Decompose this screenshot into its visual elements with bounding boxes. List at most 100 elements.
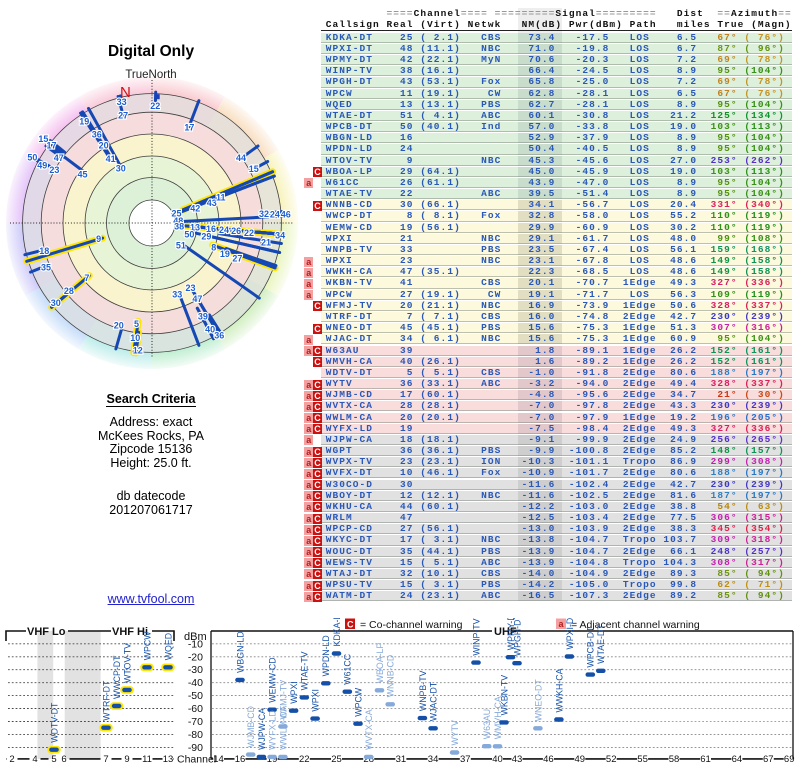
svg-text:WNNB-CD: WNNB-CD — [386, 655, 396, 698]
svg-text:27: 27 — [232, 253, 242, 263]
svg-text:47: 47 — [54, 153, 64, 163]
svg-text:38: 38 — [174, 221, 184, 231]
svg-text:31: 31 — [396, 754, 407, 765]
svg-text:VHF Lo: VHF Lo — [27, 626, 66, 638]
svg-text:55: 55 — [637, 754, 648, 765]
svg-text:51: 51 — [176, 241, 186, 251]
svg-text:15: 15 — [38, 134, 48, 144]
svg-text:40: 40 — [492, 754, 503, 765]
svg-text:64: 64 — [732, 754, 743, 765]
svg-text:20: 20 — [99, 141, 109, 151]
svg-text:22: 22 — [244, 228, 254, 238]
svg-text:7: 7 — [103, 754, 108, 765]
svg-text:17: 17 — [46, 140, 56, 150]
svg-text:28: 28 — [363, 754, 374, 765]
svg-text:23: 23 — [185, 283, 195, 293]
svg-text:39: 39 — [198, 312, 208, 322]
svg-text:14: 14 — [213, 754, 224, 765]
svg-text:25: 25 — [331, 754, 342, 765]
svg-text:-80: -80 — [188, 729, 203, 741]
svg-text:43: 43 — [512, 754, 523, 765]
svg-text:20: 20 — [114, 321, 124, 331]
svg-text:WPDN-LD: WPDN-LD — [321, 635, 331, 676]
svg-text:35: 35 — [41, 262, 51, 272]
svg-text:25: 25 — [171, 209, 181, 219]
svg-text:23: 23 — [49, 165, 59, 175]
svg-text:a: a — [559, 619, 565, 629]
svg-text:WVTX-CA: WVTX-CA — [364, 709, 374, 750]
svg-text:WWLM-CA: WWLM-CA — [278, 706, 288, 750]
svg-text:WDTV-DT: WDTV-DT — [49, 702, 59, 743]
svg-text:7: 7 — [84, 273, 89, 283]
svg-text:C: C — [347, 620, 354, 630]
svg-text:19: 19 — [267, 754, 278, 765]
svg-text:22: 22 — [150, 101, 160, 111]
svg-text:WBOA-LP: WBOA-LP — [375, 643, 385, 684]
svg-text:Channel: Channel — [177, 754, 216, 766]
svg-text:-10: -10 — [188, 638, 203, 650]
svg-text:WTAE-DT: WTAE-DT — [596, 624, 606, 664]
svg-text:WQED: WQED — [163, 633, 173, 660]
svg-text:2: 2 — [9, 754, 14, 765]
svg-text:61: 61 — [700, 754, 711, 765]
svg-text:16: 16 — [206, 224, 216, 234]
svg-text:49: 49 — [575, 754, 586, 765]
svg-text:44: 44 — [236, 153, 246, 163]
svg-text:WJPW-CA: WJPW-CA — [257, 708, 267, 750]
svg-text:9: 9 — [124, 754, 129, 765]
svg-text:48: 48 — [173, 216, 183, 226]
svg-text:30: 30 — [51, 298, 61, 308]
svg-text:17: 17 — [184, 123, 194, 133]
svg-text:UHF: UHF — [494, 626, 517, 638]
svg-text:= Co-channel warning: = Co-channel warning — [360, 619, 463, 631]
svg-text:WPXI-DT: WPXI-DT — [565, 618, 575, 650]
svg-text:WPCW: WPCW — [353, 687, 363, 717]
svg-text:VHF Hi: VHF Hi — [112, 626, 148, 638]
svg-text:19: 19 — [79, 117, 89, 127]
svg-text:18: 18 — [39, 246, 49, 256]
svg-text:WMVH-CA: WMVH-CA — [493, 696, 503, 739]
svg-text:WYTV: WYTV — [450, 720, 460, 746]
svg-text:WINP-TV: WINP-TV — [471, 618, 481, 655]
svg-text:42: 42 — [190, 203, 200, 213]
svg-text:69: 69 — [784, 754, 795, 765]
svg-text:40: 40 — [205, 324, 215, 334]
svg-text:22: 22 — [299, 754, 310, 765]
svg-text:WBGN-LD: WBGN-LD — [235, 631, 245, 673]
svg-text:11: 11 — [216, 193, 226, 203]
svg-text:27: 27 — [118, 111, 128, 121]
svg-text:36: 36 — [92, 130, 102, 140]
svg-text:WPXI: WPXI — [311, 689, 321, 711]
svg-text:-40: -40 — [188, 677, 203, 689]
svg-text:dBm: dBm — [184, 631, 207, 643]
svg-text:WTAE-TV: WTAE-TV — [300, 651, 310, 690]
svg-text:10: 10 — [130, 333, 140, 343]
svg-text:WWCP-DT: WWCP-DT — [112, 655, 122, 699]
svg-text:6: 6 — [61, 754, 66, 765]
svg-text:-20: -20 — [188, 651, 203, 663]
svg-text:28: 28 — [64, 286, 74, 296]
svg-text:11: 11 — [142, 754, 152, 765]
svg-text:46: 46 — [281, 209, 291, 219]
svg-text:49: 49 — [37, 160, 47, 170]
svg-text:W61CC: W61CC — [343, 653, 353, 684]
svg-text:12: 12 — [133, 346, 143, 356]
svg-text:WTRF-DT: WTRF-DT — [101, 680, 111, 721]
svg-text:13: 13 — [163, 754, 174, 765]
svg-text:16: 16 — [235, 754, 246, 765]
svg-text:W63AU: W63AU — [482, 709, 492, 739]
svg-text:WEMW-CD: WEMW-CD — [268, 657, 278, 702]
svg-text:WPXI: WPXI — [289, 681, 299, 703]
svg-text:5: 5 — [134, 319, 139, 329]
svg-text:52: 52 — [606, 754, 617, 765]
svg-text:26: 26 — [231, 226, 241, 236]
svg-text:KDKA-DT: KDKA-DT — [332, 618, 342, 647]
svg-text:5: 5 — [51, 754, 56, 765]
svg-text:50: 50 — [27, 152, 37, 162]
svg-text:4: 4 — [32, 754, 37, 765]
svg-text:WNEO-DT: WNEO-DT — [533, 679, 543, 722]
svg-text:24: 24 — [219, 225, 229, 235]
svg-text:33: 33 — [172, 289, 182, 299]
svg-text:WFMJ-TV: WFMJ-TV — [278, 680, 288, 720]
svg-text:-70: -70 — [188, 716, 203, 728]
